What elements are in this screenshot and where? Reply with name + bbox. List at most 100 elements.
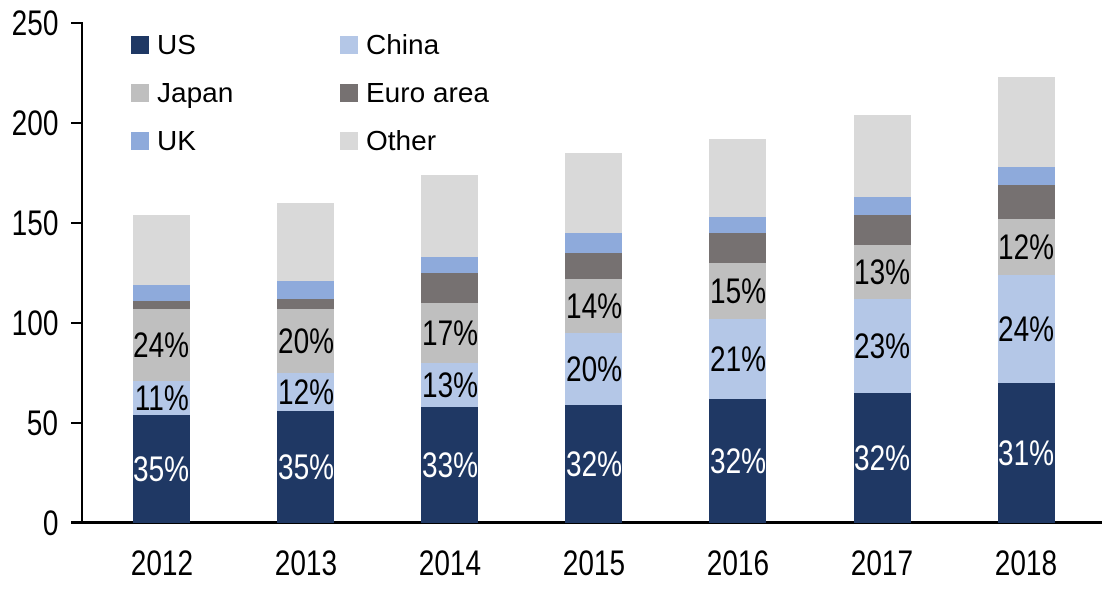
- y-tick-label-200: 200: [0, 104, 59, 143]
- bar-segment-china-2013: [277, 373, 335, 411]
- bar-value-label-china-2013: 12%: [236, 375, 376, 410]
- bar-segment-us-2013: [277, 411, 335, 523]
- bar-value-label-text: 31%: [998, 433, 1055, 473]
- bar-segment-other-2012: [133, 215, 190, 285]
- bar-value-label-text: 35%: [133, 449, 190, 489]
- bar-value-label-text: 20%: [277, 321, 334, 361]
- y-tick-label-text: 50: [26, 404, 58, 443]
- legend-item-euro-area: Euro area: [340, 78, 489, 108]
- bar-segment-euro-area-2018: [997, 185, 1055, 219]
- bar-segment-china-2016: [709, 319, 767, 399]
- bar-value-label-text: 15%: [709, 271, 766, 311]
- x-tick-label-2012: 2012: [92, 546, 232, 581]
- bar-value-label-text: 32%: [565, 444, 622, 484]
- bar-value-label-us-2015: 32%: [524, 447, 664, 482]
- bar-value-label-us-2013: 35%: [236, 450, 376, 485]
- y-tick-200: [71, 122, 83, 124]
- legend-label-other: Other: [366, 125, 437, 156]
- x-tick-label-2016: 2016: [668, 546, 808, 581]
- bar-value-label-japan-2014: 17%: [380, 316, 520, 351]
- x-tick-label-text: 2017: [850, 544, 914, 583]
- bar-segment-other-2017: [853, 115, 911, 197]
- x-tick-label-text: 2016: [706, 544, 770, 583]
- bar-segment-us-2017: [853, 393, 911, 523]
- legend-swatch-uk: [131, 132, 149, 150]
- y-tick-250: [71, 22, 83, 24]
- bar-segment-us-2014: [421, 407, 479, 523]
- y-tick-label-text: 0: [42, 504, 58, 543]
- bar-value-label-china-2017: 23%: [812, 329, 952, 364]
- bar-segment-uk-2012: [133, 285, 190, 301]
- x-tick-label-text: 2013: [274, 544, 337, 583]
- x-tick-label-text: 2012: [130, 544, 193, 583]
- bar-value-label-china-2016: 21%: [668, 342, 808, 377]
- bar-value-label-china-2015: 20%: [524, 352, 664, 387]
- legend-swatch-japan: [131, 84, 149, 102]
- y-tick-label-50: 50: [0, 406, 58, 441]
- bar-value-label-china-2012: 11%: [92, 381, 232, 416]
- bar-segment-us-2012: [133, 415, 190, 523]
- bar-value-label-japan-2012: 24%: [92, 328, 232, 363]
- y-axis-line: [81, 22, 83, 523]
- bar-value-label-japan-2017: 13%: [812, 255, 952, 290]
- x-tick-label-2017: 2017: [812, 546, 952, 581]
- legend-swatch-euro-area: [340, 84, 358, 102]
- bar-segment-euro-area-2017: [853, 215, 911, 245]
- bar-segment-japan-2013: [277, 309, 335, 373]
- bar-value-label-text: 20%: [565, 349, 622, 389]
- bar-value-label-text: 32%: [853, 438, 911, 478]
- bar-value-label-text: 11%: [134, 378, 189, 418]
- bar-segment-uk-2018: [997, 167, 1055, 185]
- legend-label-japan: Japan: [157, 77, 234, 108]
- bar-value-label-text: 12%: [998, 227, 1055, 267]
- bar-segment-japan-2017: [853, 245, 911, 299]
- bar-value-label-china-2014: 13%: [380, 368, 520, 403]
- y-tick-label-100: 100: [0, 304, 59, 343]
- bar-value-label-text: 24%: [133, 325, 190, 365]
- bar-value-label-japan-2018: 12%: [956, 230, 1096, 265]
- y-tick-label-text: 150: [11, 204, 59, 243]
- bar-value-label-text: 24%: [998, 309, 1055, 349]
- bar-value-label-text: 14%: [565, 286, 622, 326]
- legend-item-japan: Japan: [131, 78, 233, 108]
- x-tick-label-2018: 2018: [956, 546, 1096, 581]
- bar-segment-other-2016: [709, 139, 767, 217]
- bar-value-label-text: 35%: [277, 447, 334, 487]
- bar-segment-uk-2014: [421, 257, 479, 273]
- y-tick-100: [71, 322, 83, 324]
- legend-label-us: US: [157, 29, 196, 60]
- legend-label-china: China: [366, 29, 440, 60]
- x-tick-label-text: 2015: [562, 544, 625, 583]
- bar-segment-euro-area-2014: [421, 273, 479, 303]
- bar-segment-euro-area-2016: [709, 233, 767, 263]
- bar-segment-japan-2018: [997, 219, 1055, 275]
- y-tick-label-text: 200: [11, 104, 59, 143]
- bar-segment-japan-2016: [709, 263, 767, 319]
- bar-segment-uk-2016: [709, 217, 767, 233]
- bar-segment-other-2013: [277, 203, 335, 281]
- bar-segment-china-2012: [133, 381, 190, 415]
- x-tick-label-2014: 2014: [380, 546, 520, 581]
- bar-segment-uk-2017: [853, 197, 911, 215]
- legend-label-uk: UK: [157, 125, 196, 156]
- bar-segment-japan-2014: [421, 303, 479, 363]
- y-tick-label-150: 150: [0, 204, 59, 243]
- bar-value-label-china-2018: 24%: [956, 312, 1096, 347]
- bar-segment-china-2017: [853, 299, 911, 393]
- bar-segment-japan-2012: [133, 309, 190, 381]
- bar-segment-china-2014: [421, 363, 479, 407]
- bar-segment-china-2015: [565, 333, 623, 405]
- bar-segment-us-2015: [565, 405, 623, 523]
- bar-value-label-japan-2015: 14%: [524, 289, 664, 324]
- bar-segment-china-2018: [997, 275, 1055, 383]
- y-tick-label-text: 100: [11, 304, 59, 343]
- bar-segment-other-2018: [997, 77, 1055, 167]
- y-tick-150: [71, 222, 83, 224]
- bar-segment-euro-area-2013: [277, 299, 335, 309]
- y-tick-label-250: 250: [0, 6, 59, 41]
- legend-swatch-other: [340, 132, 358, 150]
- bar-segment-uk-2015: [565, 233, 623, 253]
- bar-segment-euro-area-2012: [133, 301, 190, 309]
- bar-value-label-text: 21%: [709, 339, 766, 379]
- legend-swatch-china: [340, 36, 358, 54]
